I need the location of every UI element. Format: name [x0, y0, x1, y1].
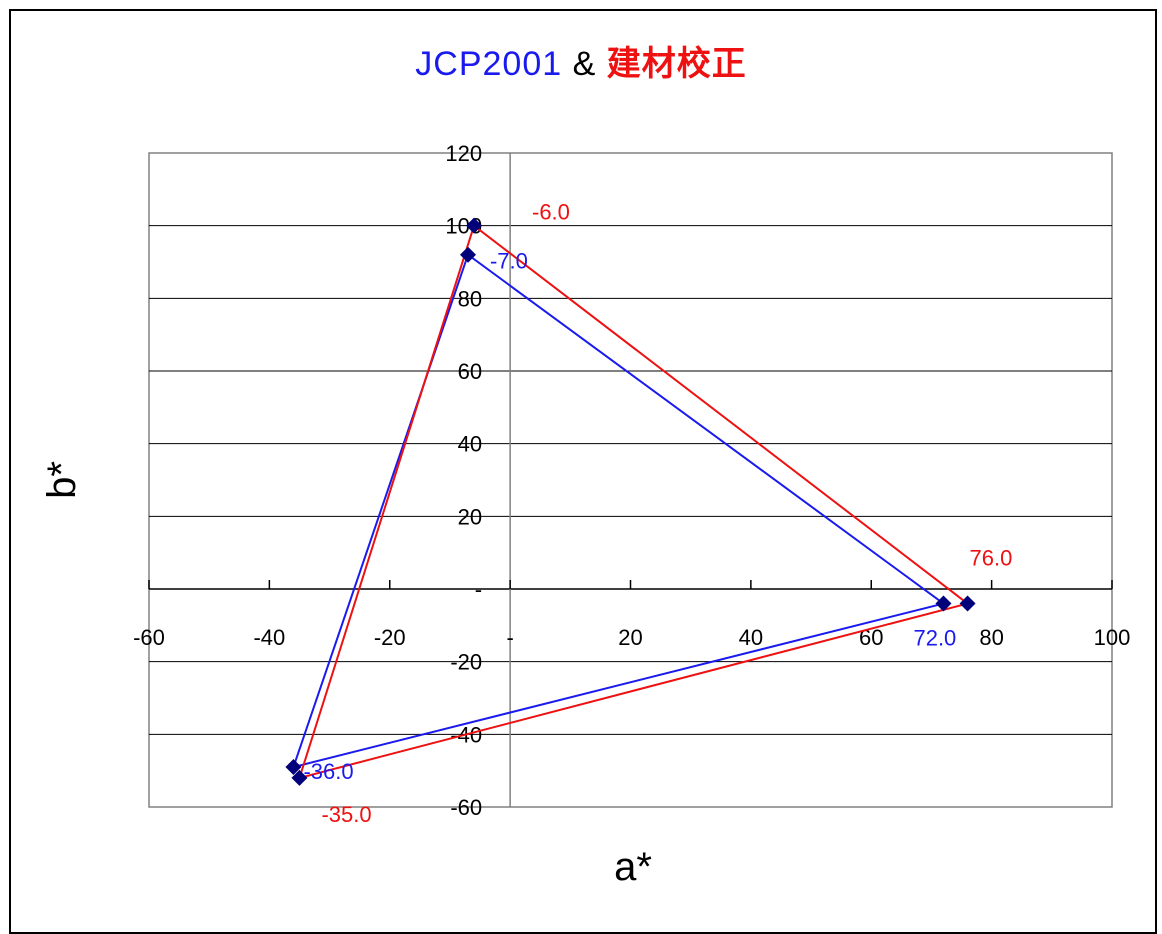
series-1-data-label: 72.0: [913, 626, 956, 651]
y-tick-label: 40: [458, 432, 482, 457]
series-2-data-label: -35.0: [321, 802, 371, 827]
x-tick-label: 100: [1094, 625, 1131, 650]
data-labels: -7.0 72.0 -36.0 -6.0 76.0 -35.0: [303, 200, 1012, 827]
grid-lines: [149, 225, 1112, 735]
series-2-marker: [959, 595, 976, 612]
y-tick-label: 60: [458, 359, 482, 384]
chart-title: JCP2001 & 建材校正: [0, 36, 1162, 85]
x-tick-label: 20: [618, 625, 642, 650]
title-jcp2001: JCP2001: [415, 45, 563, 83]
x-tick-label: -60: [133, 625, 165, 650]
x-tick-label: 80: [979, 625, 1003, 650]
series-1-marker: [935, 595, 952, 612]
chart-frame: [9, 9, 1157, 934]
plot-area: [148, 152, 1113, 808]
y-tick-label: 120: [445, 141, 482, 166]
y-tick-label: -20: [450, 650, 482, 675]
title-ampersand: &: [572, 45, 597, 83]
series-1-marker: [459, 246, 476, 263]
y-tick-label: 80: [458, 286, 482, 311]
series-lines: [291, 224, 970, 780]
x-tick-label: -40: [253, 625, 285, 650]
series-1-marker: [285, 759, 302, 776]
series-1-data-label: -7.0: [490, 249, 528, 274]
series-2-marker: [466, 217, 483, 234]
axes: [148, 153, 1113, 807]
plot-border: [148, 152, 1113, 808]
series-1-line: [291, 253, 946, 769]
x-tick-label: -20: [374, 625, 406, 650]
x-tick-label: 40: [739, 625, 763, 650]
series-1-data-label: -36.0: [303, 759, 353, 784]
series-2-marker: [291, 769, 308, 786]
y-axis-label: b*: [40, 461, 84, 499]
y-tick-label: 20: [458, 504, 482, 529]
series-2-data-label: 76.0: [970, 546, 1013, 571]
y-tick-label: -60: [450, 795, 482, 820]
title-building-material: 建材校正: [606, 45, 747, 83]
tick-labels: -60 -40 -20-20 40 60 80 100-60-40-20-204060801…: [133, 141, 1130, 820]
series-2-data-label: -6.0: [532, 200, 570, 225]
series-2-line: [297, 224, 970, 780]
markers: [285, 217, 976, 786]
y-tick-label: -: [475, 577, 482, 602]
x-tick-label: -: [506, 625, 513, 650]
x-axis-label: a*: [614, 845, 652, 889]
